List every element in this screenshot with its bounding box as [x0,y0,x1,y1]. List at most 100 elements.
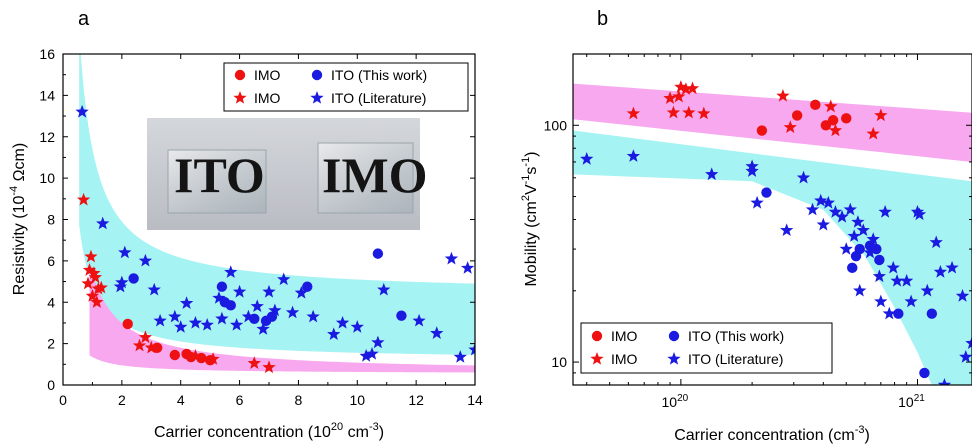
point-ito-literature [335,315,350,329]
point-ito-literature [153,313,167,327]
point-ito-literature [821,195,835,209]
point-imo-literature [697,106,711,120]
point-imo-literature [188,349,203,362]
point-ito-literature [256,322,270,335]
point-ito-literature [277,272,291,286]
point-imo-literature [76,192,91,206]
legend-label-ito-literature: ITO (Literature) [688,351,783,367]
point-ito-literature [75,104,89,118]
legend-label-ito-this-work: ITO (This work) [688,328,784,344]
point-imo-literature [679,82,693,95]
x-tick-label: 6 [236,392,244,408]
point-imo-literature [88,270,103,284]
point-imo-literature [672,89,686,103]
legend-a: IMO ITO (This work) IMO ITO (Literature) [223,62,469,112]
point-ito-this-work [216,281,228,292]
point-ito-literature [580,152,594,165]
bands-panel-a [79,54,475,373]
point-imo-literature [828,123,843,137]
legend-box-a [223,62,469,112]
y-tick-label: 6 [47,253,55,269]
point-ito-literature [937,378,952,385]
point-ito-this-work [847,262,858,274]
point-ito-literature [814,193,828,207]
y-tick-label: 2 [47,336,55,352]
point-ito-this-work [854,243,865,255]
legend-marker-ito-this-work [311,69,323,81]
point-ito-literature [866,232,880,245]
point-ito-literature [805,202,820,216]
point-imo-literature [682,105,696,119]
point-ito-literature [359,349,373,362]
point-ito-literature [96,216,110,230]
point-ito-literature [138,253,153,267]
point-imo-literature [783,120,797,134]
point-ito-literature [745,164,759,177]
point-imo-literature [262,360,276,374]
legend-marker-imo-literature [233,91,247,104]
x-axis-label-a: Carrier concentration (1020 cm-3) [154,421,384,441]
point-imo-this-work [810,99,821,111]
y-tick-label: 12 [39,129,55,145]
y-tick-label: 100 [544,117,568,133]
point-ito-literature [874,294,888,308]
point-ito-literature [215,311,229,325]
y-tick-label: 14 [39,87,55,103]
x-tick-label: 10 [349,392,365,408]
point-ito-literature [113,279,128,293]
point-ito-literature [843,202,857,216]
point-ito-literature [115,275,129,289]
legend-marker-imo-this-work [234,69,246,81]
legend-b: IMO ITO (This work) IMO ITO (Literature) [580,322,833,374]
y-tick-label: 8 [47,212,55,228]
y-tick-label: 16 [39,46,55,62]
legend-box-b [580,322,833,374]
point-imo-literature [206,352,220,365]
y-axis-label-b: Mobility (cm2V-1s-1) [520,151,540,286]
point-ito-literature [863,245,877,259]
legend-marker-imo-literature [590,352,604,365]
legend-marker-ito-this-work [668,330,680,342]
point-imo-this-work [820,120,832,131]
point-imo-literature [663,91,677,104]
point-imo-literature [90,295,104,308]
point-ito-literature [250,299,264,313]
point-imo-literature [94,280,108,294]
point-ito-literature [965,336,972,349]
point-ito-literature [224,265,238,278]
point-ito-literature [847,229,861,242]
point-ito-literature [306,309,320,323]
point-ito-literature [912,207,927,221]
point-ito-literature [796,170,811,184]
point-imo-literature [85,289,100,302]
point-ito-literature [853,283,867,297]
legend-label-imo-literature: IMO [611,351,638,367]
point-ito-literature [929,235,943,249]
point-ito-literature [460,261,475,274]
point-ito-literature [750,195,764,209]
point-imo-literature [138,330,153,344]
point-imo-this-work [841,113,852,124]
legend-label-ito-this-work: ITO (This work) [331,67,427,83]
point-ito-literature [872,269,886,283]
chart-panel-b: b 1020 1021 10 100 Carrier concentration (c… [520,8,972,444]
point-ito-this-work [396,310,407,321]
x-tick-label: 14 [467,392,483,408]
x-axis-label-b: Carrier concentration (cm-3) [674,424,870,444]
point-ito-this-work [874,254,885,266]
photo-label-imo: IMO [322,147,428,203]
point-ito-literature [468,342,475,356]
point-ito-this-work [266,311,278,322]
point-ito-literature [229,318,244,331]
point-ito-literature [626,149,641,162]
point-ito-literature [839,242,853,255]
band-ito [573,130,972,385]
point-ito-this-work [926,308,938,319]
point-ito-literature [904,294,918,308]
point-ito-literature [899,273,914,287]
point-ito-literature [268,303,282,317]
point-ito-literature [327,327,341,340]
point-ito-literature [118,245,132,259]
point-ito-literature [910,205,925,218]
